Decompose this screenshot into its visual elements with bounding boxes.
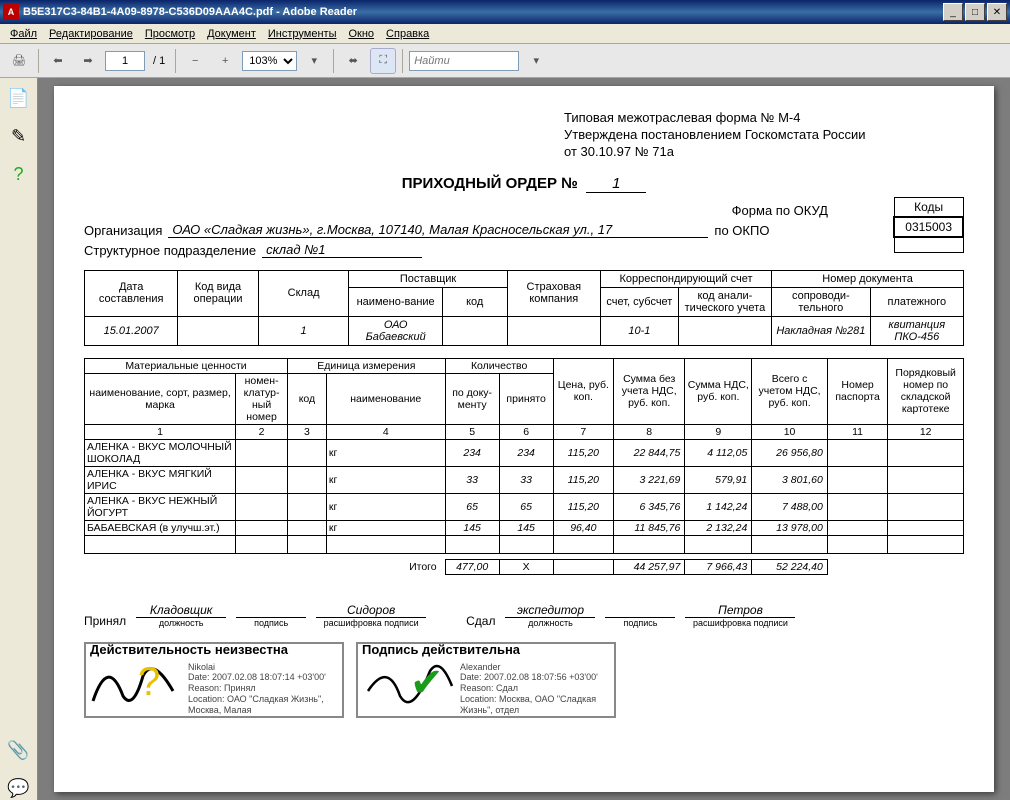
table-row: БАБАЕВСКАЯ (в улучш.эт.)кг14514596,4011 … (85, 520, 964, 535)
print-button[interactable]: 🖨 (6, 48, 32, 74)
table-row: АЛЕНКА - ВКУС МЯГКИЙ ИРИСкг3333115,203 2… (85, 466, 964, 493)
zoom-select[interactable]: 103% (242, 51, 297, 71)
zoom-in-button[interactable]: + (212, 48, 238, 74)
pdf-page: Типовая межотраслевая форма № М-4 Утверж… (54, 86, 994, 792)
menu-tools[interactable]: Инструменты (262, 26, 343, 42)
help-panel-icon[interactable]: ? (7, 162, 31, 186)
prev-page-button[interactable]: ⬅ (45, 48, 71, 74)
form-okud-line: Форма по ОКУД (84, 203, 834, 218)
menu-view[interactable]: Просмотр (139, 26, 201, 42)
menu-document[interactable]: Документ (201, 26, 262, 42)
table-row: АЛЕНКА - ВКУС МОЛОЧНЫЙ ШОКОЛАДкг23423411… (85, 439, 964, 466)
zoom-out-button[interactable]: − (182, 48, 208, 74)
menu-edit[interactable]: Редактирование (43, 26, 139, 42)
minimize-button[interactable]: _ (943, 3, 963, 21)
checkmark-icon: ✔ (410, 660, 444, 706)
fit-page-button[interactable]: ⛶ (370, 48, 396, 74)
window-titlebar: A B5E317C3-84B1-4A09-8978-C536D09AAA4C.p… (0, 0, 1010, 24)
next-page-button[interactable]: ➡ (75, 48, 101, 74)
window-title: B5E317C3-84B1-4A09-8978-C536D09AAA4C.pdf… (23, 6, 943, 18)
sign-panel-icon[interactable]: ✎ (7, 124, 31, 148)
approval-block: Типовая межотраслевая форма № М-4 Утверж… (564, 110, 964, 161)
close-button[interactable]: ✕ (987, 3, 1007, 21)
menubar: Файл Редактирование Просмотр Документ Ин… (0, 24, 1010, 44)
menu-file[interactable]: Файл (4, 26, 43, 42)
attachments-icon[interactable]: 📎 (7, 738, 31, 762)
pages-panel-icon[interactable]: 📄 (7, 86, 31, 110)
app-icon: A (3, 4, 19, 20)
page-viewport[interactable]: Типовая межотраслевая форма № М-4 Утверж… (38, 78, 1010, 800)
menu-window[interactable]: Окно (342, 26, 380, 42)
page-number-input[interactable] (105, 51, 145, 71)
question-icon: ? (138, 660, 160, 705)
department-line: Структурное подразделение склад №1 (84, 242, 893, 258)
table-row: АЛЕНКА - ВКУС НЕЖНЫЙ ЙОГУРТкг6565115,206… (85, 493, 964, 520)
signature-row: Принял Кладовщикдолжность подпись Сидоро… (84, 603, 964, 628)
toolbar: 🖨 ⬅ ➡ / 1 − + 103% ▾ ⬌ ⛶ ▾ (0, 44, 1010, 78)
menu-help[interactable]: Справка (380, 26, 435, 42)
find-input[interactable] (409, 51, 519, 71)
comments-icon[interactable]: 💬 (7, 776, 31, 800)
signature-stamp-valid[interactable]: Подпись действительна ✔ Alexander Date: … (356, 642, 616, 718)
codes-box: Коды 0315003 (893, 197, 964, 254)
page-total-label: / 1 (149, 55, 169, 67)
organization-line: Организация ОАО «Сладкая жизнь», г.Москв… (84, 222, 893, 238)
items-table: Материальные ценности Единица измерения … (84, 358, 964, 575)
find-dropdown-button[interactable]: ▾ (523, 48, 549, 74)
signature-stamp-unknown[interactable]: Действительность неизвестна ? Nikolai Da… (84, 642, 344, 718)
maximize-button[interactable]: □ (965, 3, 985, 21)
header-table: Дата составления Код вида операции Склад… (84, 270, 964, 346)
side-panel: 📄 ✎ ? 📎 💬 (0, 78, 38, 800)
document-title: ПРИХОДНЫЙ ОРДЕР № 1 (84, 175, 964, 193)
zoom-dropdown-button[interactable]: ▾ (301, 48, 327, 74)
fit-width-button[interactable]: ⬌ (340, 48, 366, 74)
signature-stamps: Действительность неизвестна ? Nikolai Da… (84, 642, 964, 718)
